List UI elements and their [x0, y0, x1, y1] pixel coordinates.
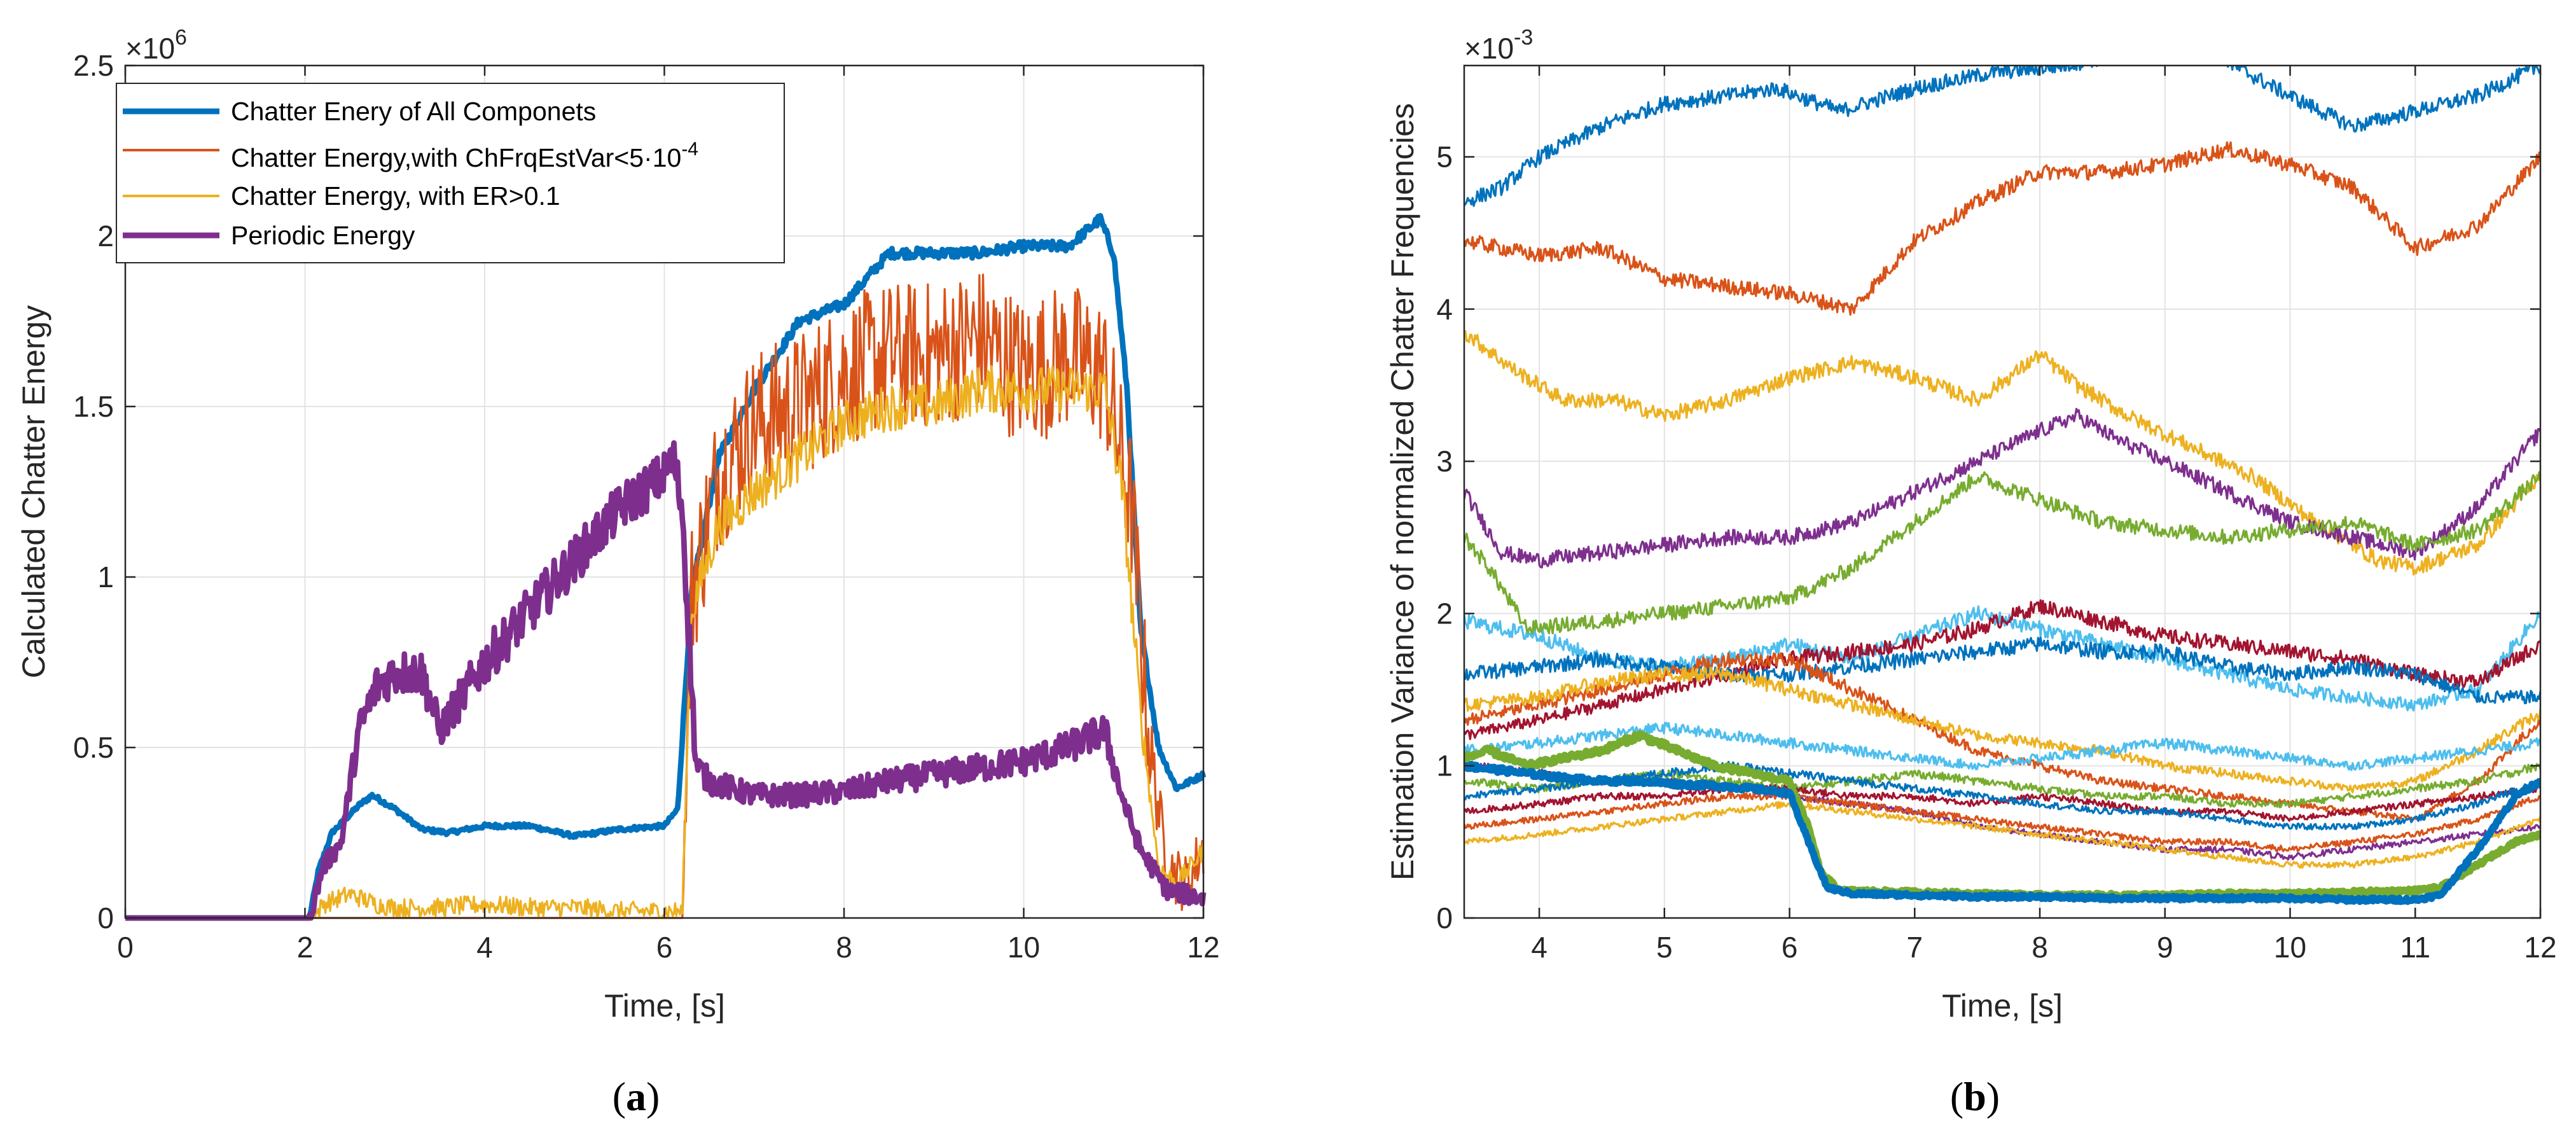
y-tick-label: 3: [1436, 445, 1453, 478]
x-tick-label: 7: [1906, 931, 1923, 964]
panel-b-exponent: ×10-3: [1464, 25, 1533, 65]
series-line-12: [1464, 763, 2540, 809]
series-line-3: [1464, 330, 2540, 576]
panel-a-legend: Chatter Enery of All Componets Chatter E…: [116, 83, 785, 263]
panel-a-exponent: ×106: [125, 25, 187, 65]
series-line-8: [1464, 636, 2540, 705]
series-line-19: [1464, 760, 2540, 905]
panel-b-series: [1464, 66, 2540, 905]
y-tick-label: 1: [97, 560, 114, 594]
x-tick-label: 9: [2157, 931, 2173, 964]
series-line-5: [1464, 471, 2540, 637]
x-tick-label: 11: [2400, 931, 2430, 964]
legend-label: Chatter Enery of All Componets: [231, 97, 596, 126]
series-line-2: [1464, 141, 2540, 316]
panel-b-axes-box: [1463, 64, 2542, 919]
panel-a-chart: 0 2 4 6 8 10 12 0 0.5 1 1.5 2 2.5 ×106 Time, [s] Cal…: [16, 25, 1220, 1119]
y-tick-label: 2.5: [73, 49, 114, 82]
y-tick-label: 1: [1436, 749, 1453, 782]
series-line-1: [2226, 66, 2540, 133]
y-tick-label: 2: [1436, 597, 1453, 630]
x-tick-label: 10: [2274, 931, 2306, 964]
panel-a-caption: (a): [613, 1074, 660, 1119]
y-tick-label: 1.5: [73, 390, 114, 423]
panel-a-y-axis-label: Calculated Chatter Energy: [16, 305, 52, 678]
legend-box: [116, 83, 785, 263]
series-line-4: [1464, 407, 2540, 569]
legend-entry-chfrqestvar: Chatter Energy,with ChFrqEstVar<5·10-4: [123, 139, 698, 172]
panel-b-y-axis-label: Estimation Variance of normalized Chatte…: [1385, 103, 1420, 880]
y-tick-label: 2: [97, 219, 114, 253]
x-tick-label: 0: [117, 931, 134, 964]
series-line-7: [1464, 599, 2540, 740]
x-tick-label: 12: [2524, 931, 2556, 964]
x-tick-label: 2: [297, 931, 314, 964]
x-tick-label: 6: [656, 931, 673, 964]
series-line-16: [1464, 791, 2540, 852]
legend-entry-all-components: Chatter Enery of All Componets: [123, 97, 596, 126]
legend-label: Chatter Energy,with ChFrqEstVar<5·10-4: [231, 139, 698, 172]
x-tick-label: 4: [1531, 931, 1548, 964]
y-tick-label: 0.5: [73, 731, 114, 764]
panel-a-ticks: 0 2 4 6 8 10 12 0 0.5 1 1.5 2 2.5: [73, 49, 1220, 964]
series-line-15: [1464, 760, 2540, 831]
x-tick-label: 10: [1008, 931, 1040, 964]
panel-b-caption: (b): [1950, 1074, 2000, 1119]
legend-label: Chatter Energy, with ER>0.1: [231, 181, 560, 211]
legend-entry-periodic: Periodic Energy: [123, 221, 415, 250]
y-tick-label: 4: [1436, 293, 1453, 326]
x-tick-label: 8: [836, 931, 852, 964]
panel-a-x-axis-label: Time, [s]: [604, 988, 725, 1024]
x-tick-label: 8: [2032, 931, 2048, 964]
legend-label: Periodic Energy: [231, 221, 415, 250]
x-tick-label: 12: [1187, 931, 1219, 964]
x-tick-label: 6: [1782, 931, 1798, 964]
series-line-17: [1464, 800, 2540, 869]
panel-b-x-axis-label: Time, [s]: [1942, 988, 2063, 1024]
y-tick-label: 5: [1436, 141, 1453, 174]
y-tick-label: 0: [1436, 901, 1453, 935]
x-tick-label: 4: [476, 931, 493, 964]
series-line-0: [1464, 66, 2098, 207]
legend-entry-er: Chatter Energy, with ER>0.1: [123, 181, 560, 211]
x-tick-label: 5: [1656, 931, 1673, 964]
series-line-10: [1464, 666, 2540, 794]
y-tick-label: 0: [97, 901, 114, 935]
